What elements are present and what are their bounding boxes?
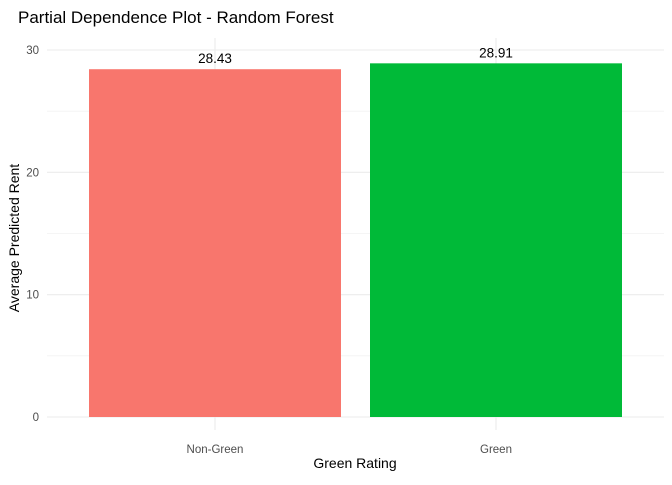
x-axis-title: Green Rating — [313, 455, 396, 471]
y-tick-label: 20 — [26, 167, 39, 179]
y-tick-label: 0 — [33, 412, 39, 424]
bars-group — [89, 63, 622, 418]
data-labels-group: 28.43 28.91 — [198, 45, 513, 66]
y-tick-label: 30 — [26, 45, 39, 57]
bar-non-green — [89, 69, 341, 418]
x-tick-label: Green — [480, 444, 512, 456]
data-label: 28.91 — [479, 45, 513, 60]
y-axis-title: Average Predicted Rent — [6, 164, 22, 312]
data-label: 28.43 — [198, 51, 232, 66]
x-axis-ticks: Non-Green Green — [187, 444, 512, 456]
y-axis-ticks: 0 10 20 30 — [26, 45, 39, 424]
y-tick-label: 10 — [26, 290, 39, 302]
chart-title: Partial Dependence Plot - Random Forest — [18, 8, 334, 27]
x-tick-label: Non-Green — [187, 444, 244, 456]
bar-green — [370, 63, 622, 418]
